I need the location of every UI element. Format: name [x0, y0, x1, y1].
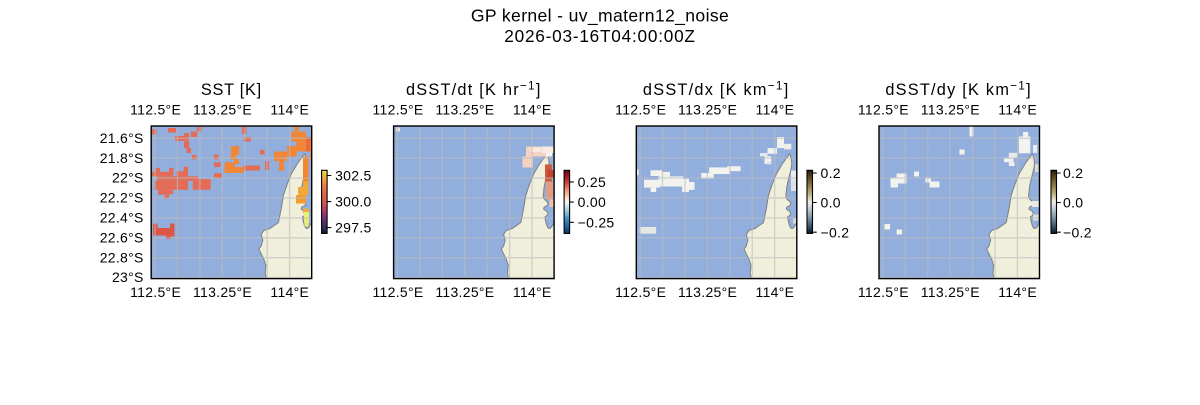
- svg-text:23°S: 23°S: [112, 269, 144, 285]
- svg-text:dSST/dx [K km−1]: dSST/dx [K km−1]: [643, 79, 790, 99]
- svg-text:0.2: 0.2: [1063, 165, 1083, 181]
- svg-text:114°E: 114°E: [513, 102, 552, 118]
- svg-text:114°E: 114°E: [270, 102, 309, 118]
- svg-text:112.5°E: 112.5°E: [858, 102, 909, 118]
- svg-text:114°E: 114°E: [756, 102, 795, 118]
- svg-text:22.8°S: 22.8°S: [100, 249, 144, 265]
- svg-text:−0.25: −0.25: [578, 214, 615, 230]
- svg-text:112.5°E: 112.5°E: [615, 284, 666, 300]
- svg-text:0.0: 0.0: [1063, 195, 1083, 211]
- svg-text:112.5°E: 112.5°E: [615, 102, 666, 118]
- svg-text:22.6°S: 22.6°S: [100, 229, 144, 245]
- svg-text:22°S: 22°S: [112, 170, 144, 186]
- svg-text:113.25°E: 113.25°E: [193, 102, 252, 118]
- svg-text:21.8°S: 21.8°S: [100, 150, 144, 166]
- svg-text:113.25°E: 113.25°E: [193, 284, 252, 300]
- svg-text:SST [K]: SST [K]: [201, 81, 262, 99]
- svg-text:297.5: 297.5: [335, 220, 372, 236]
- svg-text:114°E: 114°E: [270, 284, 309, 300]
- svg-text:300.0: 300.0: [335, 194, 372, 210]
- svg-text:112.5°E: 112.5°E: [372, 102, 423, 118]
- svg-text:114°E: 114°E: [998, 284, 1037, 300]
- svg-text:22.4°S: 22.4°S: [100, 210, 144, 226]
- svg-text:113.25°E: 113.25°E: [678, 102, 737, 118]
- svg-text:112.5°E: 112.5°E: [858, 284, 909, 300]
- svg-text:113.25°E: 113.25°E: [435, 102, 494, 118]
- svg-text:0.0: 0.0: [821, 195, 841, 211]
- svg-text:21.6°S: 21.6°S: [100, 130, 144, 146]
- svg-text:0.2: 0.2: [821, 165, 841, 181]
- svg-text:112.5°E: 112.5°E: [130, 102, 181, 118]
- svg-text:114°E: 114°E: [513, 284, 552, 300]
- svg-text:22.2°S: 22.2°S: [100, 190, 144, 206]
- svg-text:113.25°E: 113.25°E: [921, 102, 980, 118]
- svg-text:112.5°E: 112.5°E: [372, 284, 423, 300]
- svg-text:−0.2: −0.2: [821, 224, 850, 240]
- svg-text:dSST/dt [K hr−1]: dSST/dt [K hr−1]: [406, 79, 542, 99]
- svg-text:GP kernel - uv_matern12_noise: GP kernel - uv_matern12_noise: [471, 5, 729, 26]
- svg-text:114°E: 114°E: [998, 102, 1037, 118]
- svg-text:113.25°E: 113.25°E: [678, 284, 737, 300]
- svg-text:dSST/dy [K km−1]: dSST/dy [K km−1]: [885, 79, 1032, 99]
- svg-text:0.00: 0.00: [578, 194, 606, 210]
- svg-text:0.25: 0.25: [578, 174, 606, 190]
- svg-text:−0.2: −0.2: [1063, 224, 1092, 240]
- svg-text:112.5°E: 112.5°E: [130, 284, 181, 300]
- svg-text:113.25°E: 113.25°E: [921, 284, 980, 300]
- svg-text:302.5: 302.5: [335, 168, 372, 184]
- svg-text:113.25°E: 113.25°E: [435, 284, 494, 300]
- svg-text:114°E: 114°E: [756, 284, 795, 300]
- svg-text:2026-03-16T04:00:00Z: 2026-03-16T04:00:00Z: [504, 26, 695, 46]
